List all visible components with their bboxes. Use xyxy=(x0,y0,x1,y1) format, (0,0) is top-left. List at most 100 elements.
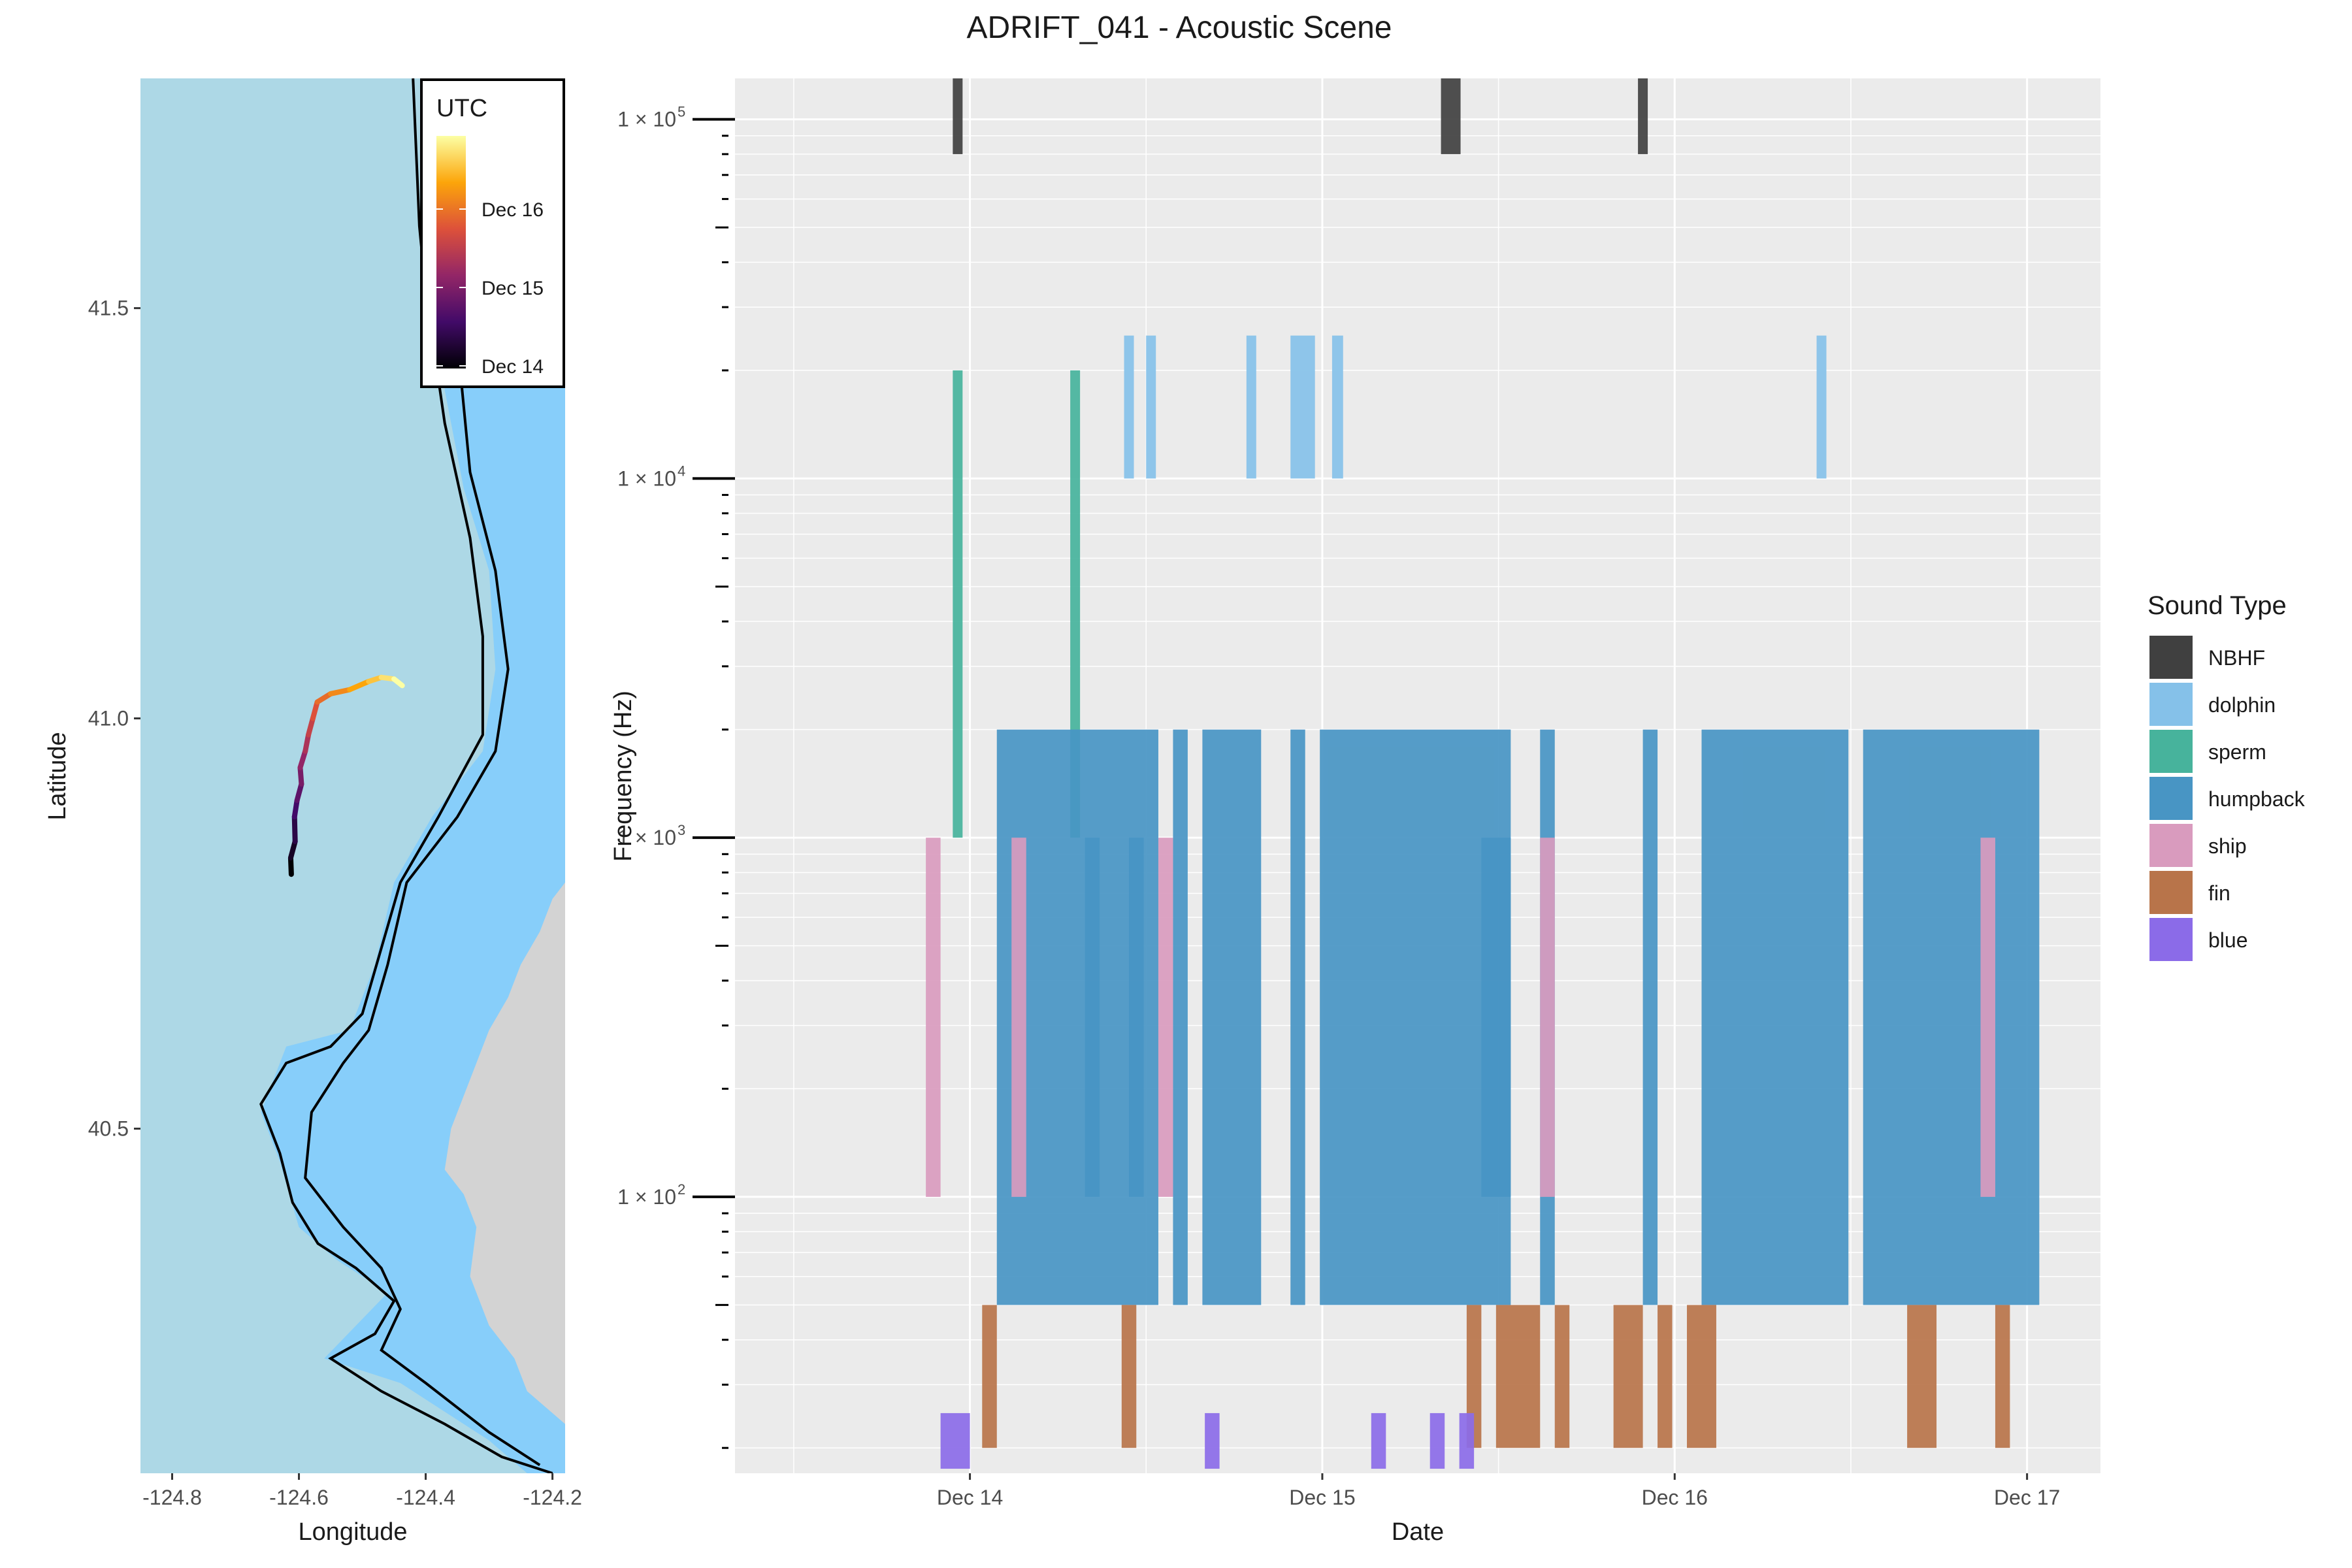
event-humpback xyxy=(1863,729,2040,1305)
map-x-tick-label: -124.4 xyxy=(396,1486,455,1509)
legend-label-nbhf: NBHF xyxy=(2208,646,2265,670)
event-fin xyxy=(1495,1305,1541,1448)
drift-track-segment xyxy=(391,676,405,689)
event-humpback xyxy=(1085,838,1100,1197)
event-humpback xyxy=(1290,729,1305,1305)
sound-type-legend: Sound Type NBHF dolphin sperm humpback ship f… xyxy=(2148,591,2306,961)
drift-track-segment xyxy=(347,679,372,693)
map-legend-title: UTC xyxy=(436,95,487,122)
map-x-axis-title: Longitude xyxy=(299,1518,408,1546)
event-dolphin xyxy=(1246,335,1256,479)
chart-y-tick-exponent: 4 xyxy=(678,463,685,479)
map-legend-colorbar xyxy=(436,136,466,368)
legend-label-dolphin: dolphin xyxy=(2208,693,2276,717)
event-humpback xyxy=(1173,729,1188,1305)
event-sperm xyxy=(953,370,963,838)
drift-track-segment xyxy=(310,699,320,721)
map-depth-contour-outer xyxy=(304,78,541,1467)
legend-label-humpback: humpback xyxy=(2208,787,2306,811)
event-fin xyxy=(1121,1305,1137,1448)
event-nbhf xyxy=(953,78,963,154)
event-ship xyxy=(1011,838,1026,1197)
event-dolphin xyxy=(1290,335,1315,479)
event-fin xyxy=(1466,1305,1482,1448)
event-blue xyxy=(940,1413,970,1469)
event-dolphin xyxy=(1331,335,1343,479)
event-ship xyxy=(1540,838,1555,1197)
legend-swatch-fin xyxy=(2149,871,2193,914)
event-fin xyxy=(1658,1305,1673,1448)
chart-y-tick-label: 1 × 10 xyxy=(617,826,676,849)
event-blue xyxy=(1429,1413,1445,1469)
drift-track-segment xyxy=(294,781,304,804)
event-humpback xyxy=(1202,729,1262,1305)
event-humpback xyxy=(1129,838,1144,1197)
event-blue xyxy=(1205,1413,1220,1469)
map-legend-label: Dec 15 xyxy=(482,278,544,299)
event-nbhf xyxy=(1441,78,1461,154)
event-fin xyxy=(1995,1305,2010,1448)
event-fin xyxy=(982,1305,997,1448)
figure-title: ADRIFT_041 - Acoustic Scene xyxy=(967,10,1392,45)
event-sperm xyxy=(1070,370,1081,838)
legend-label-fin: fin xyxy=(2208,881,2230,905)
map-y-tick-label: 41.0 xyxy=(88,707,129,730)
chart-y-tick-label: 1 × 10 xyxy=(617,466,676,490)
event-fin xyxy=(1554,1305,1570,1448)
event-dolphin xyxy=(1816,335,1827,479)
legend-label-blue: blue xyxy=(2208,928,2248,952)
chart-x-tick-label: Dec 17 xyxy=(1994,1486,2060,1509)
chart-y-axis-title: Frequency (Hz) xyxy=(610,691,637,862)
map-legend-label: Dec 14 xyxy=(482,356,544,378)
map-land xyxy=(444,882,565,1424)
map-legend-ticks: Dec 16 Dec 15 Dec 14 xyxy=(436,199,544,378)
legend-swatch-dolphin xyxy=(2149,683,2193,726)
event-humpback xyxy=(1481,838,1511,1197)
map-x-tick-label: -124.8 xyxy=(142,1486,202,1509)
drift-track-segment xyxy=(302,732,312,754)
event-ship xyxy=(1158,838,1173,1197)
legend-swatch-sperm xyxy=(2149,730,2193,773)
map-y-tick-label: 41.5 xyxy=(88,297,129,320)
map-y-tick-label: 40.5 xyxy=(88,1117,129,1141)
map-y-axis-title: Latitude xyxy=(44,732,71,820)
event-dolphin xyxy=(1124,335,1134,479)
event-fin xyxy=(1613,1305,1643,1448)
event-nbhf xyxy=(1638,78,1648,154)
drift-track-segment xyxy=(287,838,298,861)
event-dolphin xyxy=(1146,335,1156,479)
chart-y-tick-exponent: 5 xyxy=(678,104,685,120)
chart-x-axis-title: Date xyxy=(1392,1518,1444,1546)
event-fin xyxy=(1687,1305,1716,1448)
chart-y-tick-exponent: 3 xyxy=(678,822,685,838)
map-legend-label: Dec 16 xyxy=(482,199,544,221)
chart-y-tick-exponent: 2 xyxy=(678,1181,685,1198)
drift-track-segment xyxy=(328,687,353,696)
map-axes: -124.8 -124.6 -124.4 -124.2 40.5 41.0 41.5 xyxy=(88,297,582,1509)
legend-swatch-humpback xyxy=(2149,777,2193,820)
chart-x-tick-label: Dec 15 xyxy=(1289,1486,1355,1509)
drift-track-segment xyxy=(297,764,304,787)
map-x-tick-label: -124.6 xyxy=(269,1486,329,1509)
drift-track-segment xyxy=(291,798,300,820)
drift-track-segment xyxy=(306,715,316,738)
chart-y-tick-label: 1 × 10 xyxy=(617,1185,676,1209)
legend-swatch-ship xyxy=(2149,824,2193,867)
event-humpback xyxy=(1701,729,1849,1305)
map-color-legend: UTC Dec 16 Dec 15 Dec 14 xyxy=(420,78,565,388)
drift-track-segment xyxy=(297,748,308,770)
event-humpback xyxy=(1642,729,1658,1305)
map-x-tick-label: -124.2 xyxy=(523,1486,582,1509)
event-ship xyxy=(1980,838,1995,1197)
event-blue xyxy=(1371,1413,1386,1469)
legend-swatch-blue xyxy=(2149,918,2193,961)
legend-label-ship: ship xyxy=(2208,834,2247,858)
event-fin xyxy=(1907,1305,1937,1448)
map-panel: -124.8 -124.6 -124.4 -124.2 40.5 41.0 41.5 Lon… xyxy=(44,78,582,1546)
chart-x-tick-label: Dec 14 xyxy=(937,1486,1003,1509)
sound-type-legend-title: Sound Type xyxy=(2148,591,2287,620)
legend-swatch-nbhf xyxy=(2149,636,2193,679)
